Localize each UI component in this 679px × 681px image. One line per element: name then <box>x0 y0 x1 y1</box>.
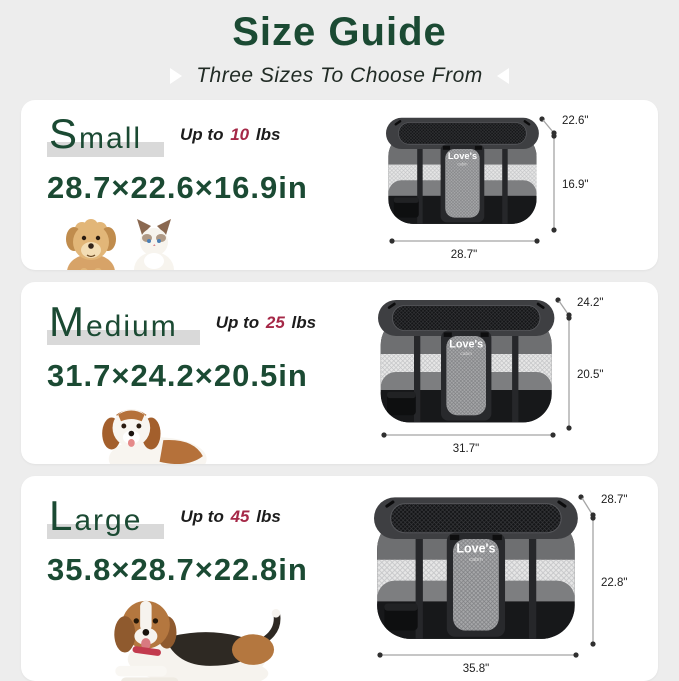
weight-value: 10 <box>230 125 250 145</box>
subtitle-text: Three Sizes To Choose From <box>196 64 483 87</box>
weight-unit: lbs <box>255 125 281 145</box>
beagle-illustration <box>114 600 281 681</box>
puppy-illustration <box>66 219 116 270</box>
size-card-large: Large Up to 45 lbs 35.8×28.7×22.8in <box>21 476 658 681</box>
dimensions-text-large: 35.8×28.7×22.8in <box>47 552 308 588</box>
depth-label-medium: 24.2" <box>577 297 603 309</box>
width-label-large: 35.8" <box>463 663 489 675</box>
beagle-dog-image <box>114 600 281 681</box>
small-product-diagram: 22.6" 16.9" 28.7" <box>366 100 658 270</box>
arrow-left-icon <box>496 68 509 84</box>
puppy-and-cat-image <box>66 219 174 270</box>
spaniel-illustration <box>102 409 207 464</box>
small-info: Small Up to 10 lbs 28.7×22.6×16.9in <box>21 100 366 270</box>
arrow-right-icon <box>170 68 183 84</box>
weight-value: 45 <box>230 507 250 527</box>
depth-label-small: 22.6" <box>562 115 588 127</box>
height-label-large: 22.8" <box>601 577 627 589</box>
size-name-medium: Medium <box>47 298 200 349</box>
spaniel-dog-image <box>102 409 207 464</box>
large-info: Large Up to 45 lbs 35.8×28.7×22.8in <box>21 476 366 681</box>
dimensions-text-medium: 31.7×24.2×20.5in <box>47 358 308 394</box>
weight-prefix: Up to <box>180 507 224 527</box>
weight-prefix: Up to <box>180 125 224 145</box>
size-card-small: Small Up to 10 lbs 28.7×22.6×16.9in <box>21 100 658 270</box>
weight-unit: lbs <box>291 313 317 333</box>
weight-unit: lbs <box>256 507 281 527</box>
height-label-medium: 20.5" <box>577 369 603 381</box>
size-card-medium: Medium Up to 25 lbs 31.7×24.2×20.5in <box>21 282 658 464</box>
size-name-large: Large <box>47 492 165 543</box>
page-title: Size Guide <box>232 10 447 54</box>
large-product-diagram: 28.7" 22.8" 35.8" <box>366 476 658 681</box>
medium-product-diagram: 24.2" 20.5" 31.7" <box>366 282 658 464</box>
width-label-small: 28.7" <box>451 249 477 261</box>
page-subtitle: Three Sizes To Choose From <box>0 64 679 88</box>
weight-value: 25 <box>265 313 285 333</box>
cat-illustration <box>134 219 174 270</box>
weight-limit-large: Up to 45 lbs <box>180 507 280 527</box>
weight-limit-medium: Up to 25 lbs <box>216 313 316 333</box>
header: Size Guide Three Sizes To Choose From <box>0 8 679 88</box>
dimensions-text-small: 28.7×22.6×16.9in <box>47 170 308 206</box>
depth-label-large: 28.7" <box>601 494 627 506</box>
weight-prefix: Up to <box>215 313 260 333</box>
medium-info: Medium Up to 25 lbs 31.7×24.2×20.5in <box>21 282 366 464</box>
size-name-small: Small <box>47 110 165 161</box>
weight-limit-small: Up to 10 lbs <box>180 125 280 145</box>
width-label-medium: 31.7" <box>453 443 479 455</box>
height-label-small: 16.9" <box>562 179 588 191</box>
